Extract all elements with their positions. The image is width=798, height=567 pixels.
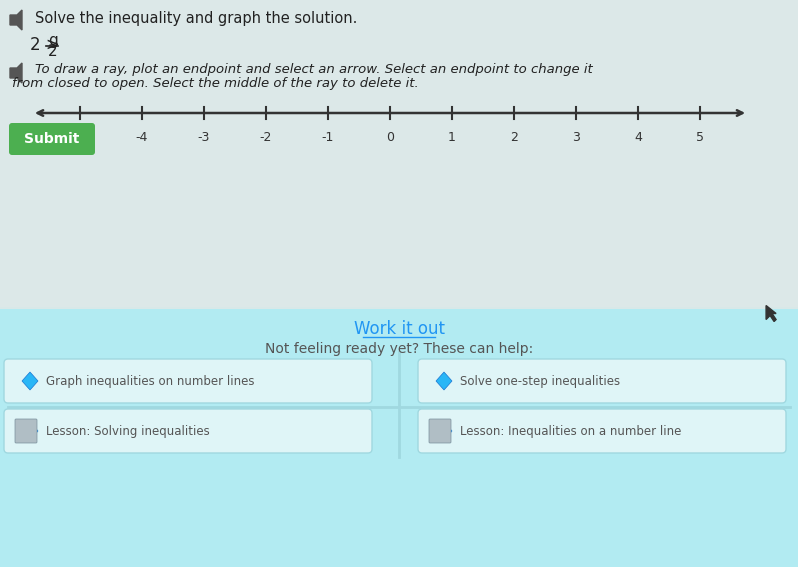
Text: Lesson: Solving inequalities: Lesson: Solving inequalities — [46, 425, 210, 438]
Polygon shape — [22, 372, 38, 390]
Text: Work it out: Work it out — [354, 320, 444, 338]
Text: Submit: Submit — [24, 132, 80, 146]
FancyBboxPatch shape — [0, 309, 798, 567]
Text: g: g — [48, 33, 57, 49]
FancyBboxPatch shape — [418, 359, 786, 403]
FancyBboxPatch shape — [4, 359, 372, 403]
Text: 2: 2 — [48, 44, 57, 58]
Text: Lesson: Inequalities on a number line: Lesson: Inequalities on a number line — [460, 425, 681, 438]
Text: 5: 5 — [696, 131, 704, 144]
Text: -4: -4 — [136, 131, 148, 144]
FancyBboxPatch shape — [418, 409, 786, 453]
Text: Solve one-step inequalities: Solve one-step inequalities — [460, 374, 620, 387]
Text: Solve the inequality and graph the solution.: Solve the inequality and graph the solut… — [35, 11, 358, 26]
Text: -5: -5 — [73, 131, 86, 144]
FancyBboxPatch shape — [429, 419, 451, 443]
Polygon shape — [436, 422, 452, 440]
Text: 0: 0 — [386, 131, 394, 144]
Text: -2: -2 — [260, 131, 272, 144]
Text: -1: -1 — [322, 131, 334, 144]
Text: To draw a ray, plot an endpoint and select an arrow. Select an endpoint to chang: To draw a ray, plot an endpoint and sele… — [35, 64, 593, 77]
Text: from closed to open. Select the middle of the ray to delete it.: from closed to open. Select the middle o… — [12, 77, 419, 90]
Text: 2: 2 — [510, 131, 518, 144]
Polygon shape — [10, 63, 22, 83]
Polygon shape — [766, 306, 776, 321]
Text: 3: 3 — [572, 131, 580, 144]
Text: 2 >: 2 > — [30, 36, 65, 54]
Text: 4: 4 — [634, 131, 642, 144]
FancyBboxPatch shape — [4, 409, 372, 453]
Polygon shape — [10, 10, 22, 30]
Text: Graph inequalities on number lines: Graph inequalities on number lines — [46, 374, 255, 387]
FancyBboxPatch shape — [9, 123, 95, 155]
Text: -3: -3 — [198, 131, 210, 144]
FancyBboxPatch shape — [15, 419, 37, 443]
Text: 1: 1 — [448, 131, 456, 144]
FancyBboxPatch shape — [0, 0, 798, 307]
Text: Not feeling ready yet? These can help:: Not feeling ready yet? These can help: — [265, 342, 533, 356]
Polygon shape — [436, 372, 452, 390]
Polygon shape — [22, 422, 38, 440]
